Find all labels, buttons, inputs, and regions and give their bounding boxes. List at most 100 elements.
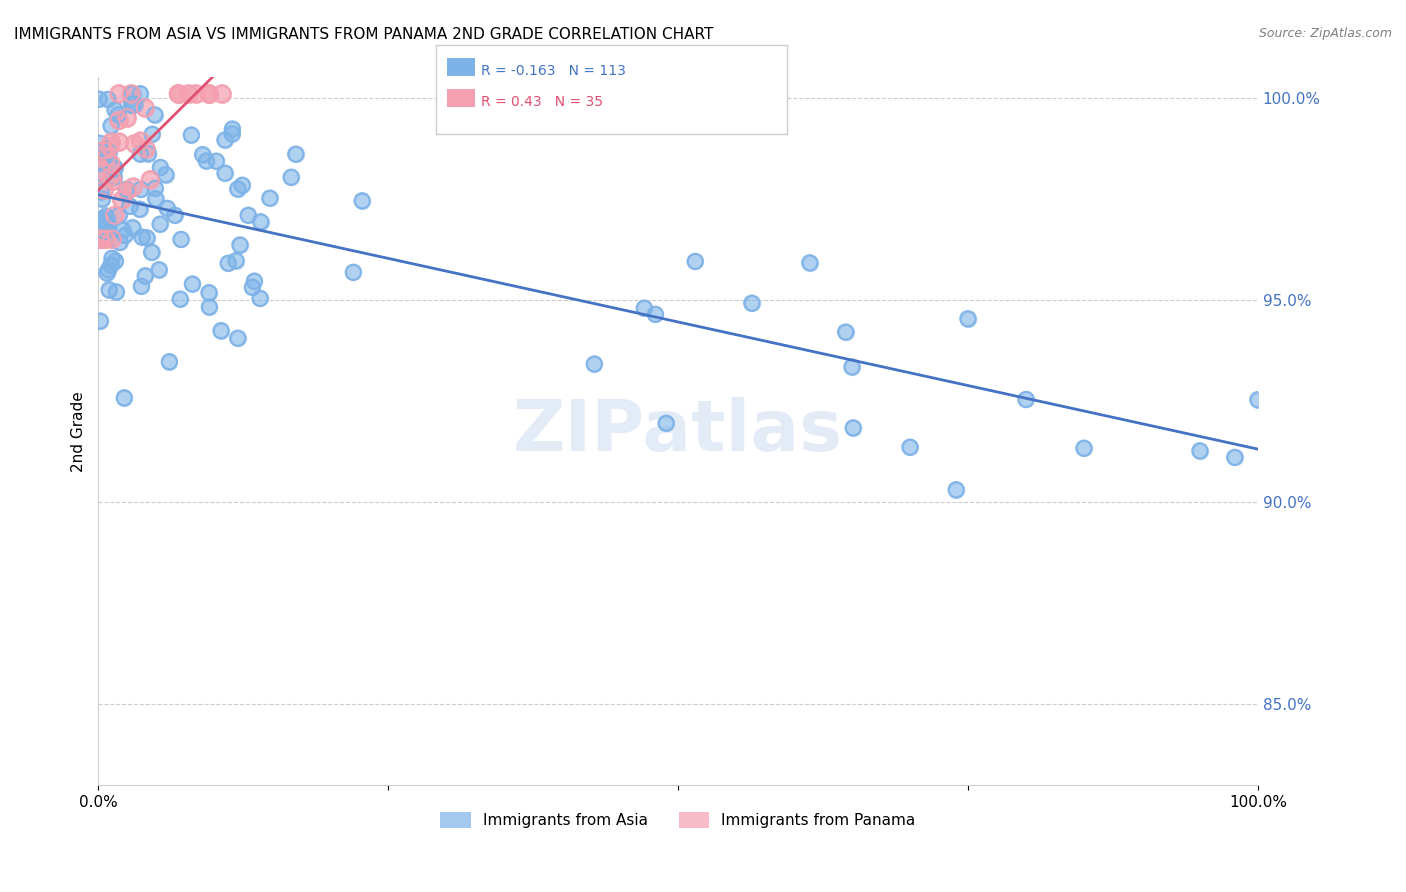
Point xyxy=(97,262,120,277)
Point xyxy=(129,147,152,161)
Point xyxy=(121,98,143,112)
Point xyxy=(205,154,228,169)
Text: IMMIGRANTS FROM ASIA VS IMMIGRANTS FROM PANAMA 2ND GRADE CORRELATION CHART: IMMIGRANTS FROM ASIA VS IMMIGRANTS FROM … xyxy=(14,27,713,42)
Point xyxy=(91,211,114,226)
Point xyxy=(89,145,111,159)
Point xyxy=(89,216,111,230)
Point xyxy=(352,194,374,208)
Point xyxy=(633,301,655,315)
Point xyxy=(108,87,131,101)
Point xyxy=(148,262,170,277)
Point xyxy=(181,277,204,291)
Point xyxy=(89,92,111,106)
Text: R = 0.43   N = 35: R = 0.43 N = 35 xyxy=(481,95,603,110)
Point xyxy=(108,235,131,250)
Point xyxy=(105,285,128,299)
Point xyxy=(112,391,135,405)
Point xyxy=(198,300,221,314)
Point xyxy=(121,220,143,235)
Point xyxy=(198,87,221,101)
Point xyxy=(238,208,260,222)
Point xyxy=(96,266,118,280)
Point xyxy=(157,354,180,368)
Point xyxy=(191,147,214,161)
Point xyxy=(89,232,111,246)
Point xyxy=(221,122,243,136)
Point xyxy=(139,172,162,186)
Point xyxy=(100,135,122,149)
Point xyxy=(157,354,180,368)
Point xyxy=(149,217,172,231)
Point xyxy=(90,232,112,246)
Point xyxy=(111,223,134,237)
Point xyxy=(108,135,131,149)
Point xyxy=(205,154,228,169)
Point xyxy=(225,253,247,268)
Point xyxy=(134,268,156,283)
Text: ZIPatlas: ZIPatlas xyxy=(513,397,844,466)
Point xyxy=(225,253,247,268)
Point xyxy=(167,87,190,101)
Point xyxy=(633,301,655,315)
Point xyxy=(107,107,129,121)
Point xyxy=(284,147,307,161)
Point xyxy=(94,232,117,246)
Point xyxy=(842,421,865,435)
Point xyxy=(145,192,167,206)
Point xyxy=(112,391,135,405)
Point xyxy=(956,311,979,326)
Point xyxy=(110,193,132,207)
Point xyxy=(149,161,172,175)
Point xyxy=(898,440,921,454)
Point xyxy=(110,193,132,207)
Point xyxy=(94,209,117,223)
Point xyxy=(103,162,125,177)
Point xyxy=(91,144,114,158)
Point xyxy=(352,194,374,208)
Point xyxy=(129,87,152,101)
Point xyxy=(115,184,138,198)
Point xyxy=(841,359,863,374)
Point xyxy=(93,169,115,183)
Point xyxy=(1247,392,1270,407)
Point xyxy=(96,220,118,235)
Point xyxy=(93,169,115,183)
Point xyxy=(104,103,127,117)
Point xyxy=(101,174,124,188)
Point xyxy=(98,283,121,297)
Point xyxy=(91,144,114,158)
Point xyxy=(107,113,129,128)
Point xyxy=(89,232,111,246)
Point xyxy=(834,325,856,339)
Point xyxy=(163,208,186,222)
Point xyxy=(97,262,120,277)
Point xyxy=(121,97,143,112)
Point xyxy=(1073,441,1095,455)
Point xyxy=(229,238,252,252)
Point xyxy=(259,191,281,205)
Point xyxy=(143,181,166,195)
Point xyxy=(184,87,207,101)
Point xyxy=(93,183,115,197)
Text: Source: ZipAtlas.com: Source: ZipAtlas.com xyxy=(1258,27,1392,40)
Point xyxy=(799,256,821,270)
Point xyxy=(945,483,967,497)
Point xyxy=(96,220,118,235)
Point xyxy=(100,156,122,170)
Point xyxy=(118,199,141,213)
Point xyxy=(103,170,125,185)
Point xyxy=(90,163,112,178)
Point xyxy=(221,127,243,141)
Point xyxy=(89,145,111,159)
Point xyxy=(131,279,153,293)
Point xyxy=(98,145,121,160)
Point xyxy=(100,169,122,184)
Point xyxy=(134,268,156,283)
Point xyxy=(107,113,129,128)
Point xyxy=(1015,392,1038,407)
Point xyxy=(191,147,214,161)
Point xyxy=(129,87,152,101)
Point xyxy=(834,325,856,339)
Point xyxy=(217,256,239,270)
Point xyxy=(122,179,145,194)
